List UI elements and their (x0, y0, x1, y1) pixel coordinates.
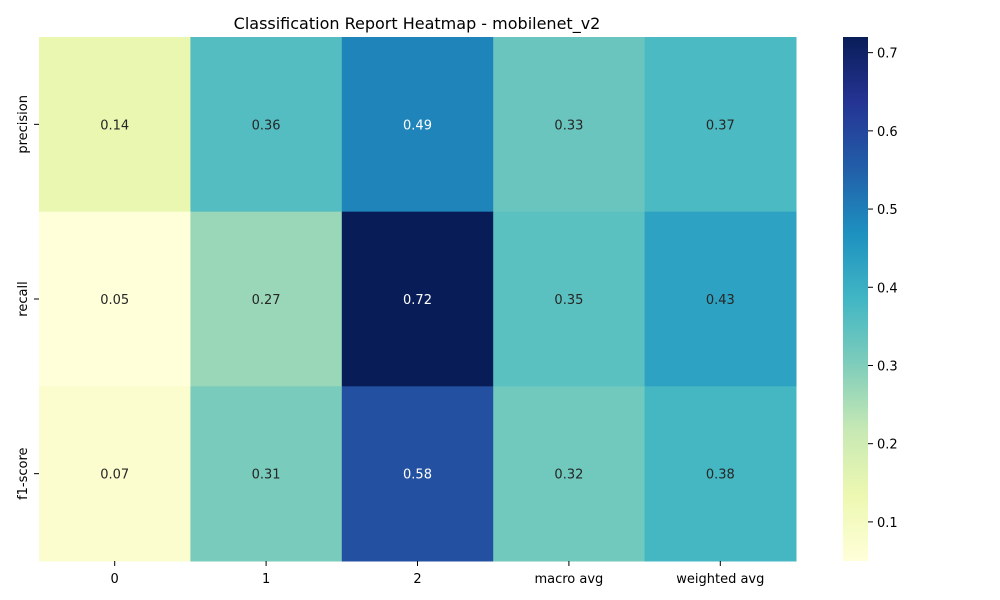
heatmap-cell-f1-score-macro-avg (493, 386, 646, 562)
x-tick-label: 0 (111, 572, 119, 587)
colorbar-tick-label: 0.7 (877, 47, 898, 62)
cell-value-label: 0.43 (706, 293, 735, 308)
x-axis-ticks: 0 1 2 macro avg weighted avg (111, 561, 764, 587)
heatmap-cell-recall-2 (341, 211, 494, 387)
colorbar-tick-label: 0.4 (877, 281, 898, 296)
heatmap-cell-f1-score-1 (190, 386, 343, 562)
x-tick-label: weighted avg (676, 572, 764, 587)
colorbar-tick-label: 0.5 (877, 203, 898, 218)
cell-value-label: 0.35 (554, 293, 583, 308)
heatmap-cell-precision-weighted-avg (644, 37, 797, 213)
cell-value-label: 0.31 (252, 468, 281, 483)
colorbar-tick-label: 0.2 (877, 438, 898, 453)
heatmap-cell-f1-score-0 (39, 386, 191, 562)
heatmap-cell-precision-2 (341, 37, 494, 213)
cell-value-label: 0.05 (100, 293, 129, 308)
x-tick-label: macro avg (534, 572, 603, 587)
colorbar-ticks: 0.1 0.2 0.3 0.4 0.5 0.6 0.7 (868, 47, 898, 531)
heatmap-cell-precision-macro-avg (493, 37, 646, 213)
heatmap-cell-f1-score-weighted-avg (644, 386, 797, 562)
x-tick-label: 1 (262, 572, 270, 587)
heatmap-cell-precision-1 (190, 37, 343, 213)
colorbar-tick-label: 0.3 (877, 359, 898, 374)
cell-value-label: 0.37 (706, 118, 735, 133)
heatmap-cell-recall-macro-avg (493, 211, 646, 387)
x-tick-label: 2 (413, 572, 421, 587)
cell-value-label: 0.38 (706, 468, 735, 483)
cell-value-label: 0.32 (554, 468, 583, 483)
y-axis-ticks: precision recall f1-score (16, 95, 39, 500)
cell-value-label: 0.07 (100, 468, 129, 483)
y-tick-label: recall (16, 281, 31, 316)
cell-value-label: 0.14 (100, 118, 129, 133)
colorbar-tick-label: 0.1 (877, 516, 898, 531)
heatmap-cells: 0.14 0.36 0.49 0.33 0.37 0.05 0.27 0.72 0.35 0.43… (39, 37, 797, 562)
cell-value-label: 0.36 (252, 118, 281, 133)
heatmap-cell-f1-score-2 (341, 386, 494, 562)
y-tick-label: f1-score (16, 447, 31, 499)
heatmap-cell-precision-0 (39, 37, 191, 213)
cell-value-label: 0.49 (403, 118, 432, 133)
colorbar (843, 37, 868, 561)
heatmap-cell-recall-0 (39, 211, 191, 387)
heatmap-cell-recall-weighted-avg (644, 211, 797, 387)
colorbar-tick-label: 0.6 (877, 125, 898, 140)
cell-value-label: 0.58 (403, 468, 432, 483)
cell-value-label: 0.33 (554, 118, 583, 133)
cell-value-label: 0.27 (252, 293, 281, 308)
chart-title: Classification Report Heatmap - mobilene… (234, 14, 601, 34)
y-tick-label: precision (16, 95, 31, 154)
cell-value-label: 0.72 (403, 293, 432, 308)
heatmap-cell-recall-1 (190, 211, 343, 387)
